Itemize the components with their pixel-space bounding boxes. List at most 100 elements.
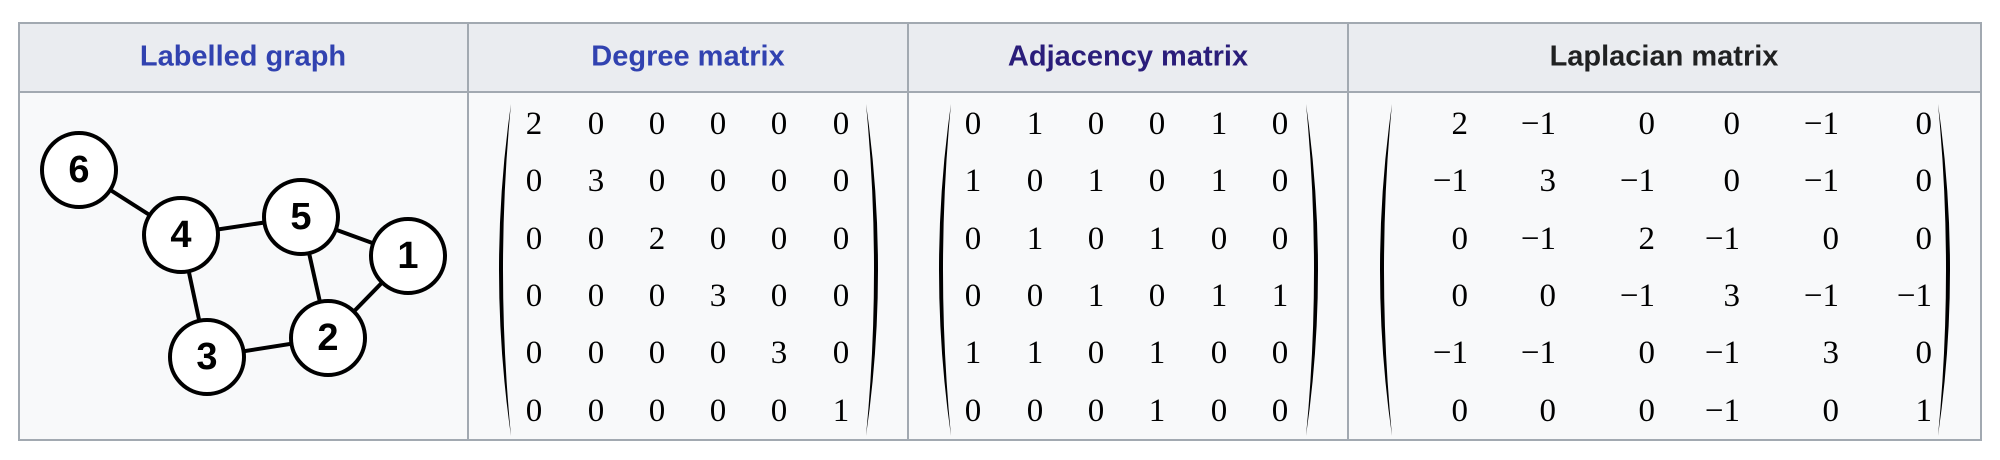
bracket: [1306, 104, 1318, 436]
graph-node: [289, 299, 367, 377]
matrix-entry: 3: [771, 335, 788, 371]
matrix-entry: 0: [649, 163, 666, 199]
matrix-entry: −1: [1804, 278, 1839, 314]
matrix-entry: 1: [1027, 221, 1044, 257]
matrix-entry: 0: [1639, 393, 1656, 429]
matrix-entry: 0: [1639, 106, 1656, 142]
matrix-entry: 0: [1088, 335, 1105, 371]
matrix-entry: 0: [833, 163, 850, 199]
matrix-entry: 0: [1724, 163, 1741, 199]
matrix-entry: 0: [526, 278, 543, 314]
matrix-entry: 0: [833, 221, 850, 257]
node-label: 1: [397, 235, 418, 277]
matrix-entry: 0: [1823, 393, 1840, 429]
matrix-entry: 0: [1272, 335, 1289, 371]
matrix-entry: 0: [771, 393, 788, 429]
matrix-entry: 1: [1211, 163, 1228, 199]
matrix-entry: 0: [833, 278, 850, 314]
matrix-entry: −1: [1620, 163, 1655, 199]
header-row: [19, 23, 1981, 92]
matrix-entry: 0: [1823, 221, 1840, 257]
node-label: 2: [317, 317, 338, 359]
bracket: [939, 104, 951, 436]
matrix-entry: 0: [588, 106, 605, 142]
matrix-entry: 0: [1540, 393, 1557, 429]
matrix-entry: 0: [526, 163, 543, 199]
matrix-entry: −1: [1804, 163, 1839, 199]
node-label: 4: [170, 214, 191, 256]
matrix-entry: 0: [1639, 335, 1656, 371]
matrix-entry: 0: [1916, 221, 1933, 257]
header-link[interactable]: Labelled graph: [140, 41, 346, 73]
node-label: 5: [290, 196, 311, 238]
matrix-entry: 0: [771, 221, 788, 257]
bracket: [866, 104, 878, 436]
matrix-entry: 0: [1088, 106, 1105, 142]
matrix-entry: 1: [1272, 278, 1289, 314]
matrix-entry: 3: [588, 163, 605, 199]
matrix-entry: 1: [965, 163, 982, 199]
matrix-entry: 1: [1149, 393, 1166, 429]
header-link[interactable]: Adjacency matrix: [1008, 41, 1248, 73]
matrix-entry: 0: [649, 278, 666, 314]
matrix-entry: −1: [1433, 163, 1468, 199]
matrix-entry: 1: [1211, 106, 1228, 142]
body-row: [19, 92, 1981, 440]
matrix-entry: 0: [965, 106, 982, 142]
matrix-entry: 0: [588, 335, 605, 371]
matrix-entry: 0: [1724, 106, 1741, 142]
graph-node: [142, 196, 220, 274]
matrix-entry: 1: [1211, 278, 1228, 314]
bracket: [1380, 104, 1392, 436]
matrix-entry: 2: [649, 221, 666, 257]
matrix-entry: 1: [1149, 335, 1166, 371]
matrix-entry: 0: [1272, 221, 1289, 257]
matrix-entry: 1: [833, 393, 850, 429]
matrix-entry: 1: [1088, 278, 1105, 314]
matrix-entry: 0: [833, 106, 850, 142]
header-link[interactable]: Degree matrix: [591, 41, 784, 73]
matrix-entry: 0: [965, 221, 982, 257]
matrix-entry: 1: [1027, 335, 1044, 371]
matrix-entry: 0: [1452, 221, 1469, 257]
matrix-entry: 0: [1149, 106, 1166, 142]
matrix-entry: 0: [526, 393, 543, 429]
matrix-entry: 3: [1823, 335, 1840, 371]
matrix-entry: −1: [1705, 335, 1740, 371]
matrix-entry: −1: [1897, 278, 1932, 314]
matrix-entry: 0: [588, 278, 605, 314]
matrix-entry: −1: [1521, 221, 1556, 257]
matrix-entry: 0: [1149, 163, 1166, 199]
matrix-entry: 1: [1149, 221, 1166, 257]
matrix-entry: 0: [710, 335, 727, 371]
matrix-entry: 1: [1088, 163, 1105, 199]
matrix-entry: −1: [1705, 393, 1740, 429]
matrix-entry: 0: [1272, 393, 1289, 429]
matrix-entry: 0: [1452, 393, 1469, 429]
matrix-entry: 2: [1452, 106, 1469, 142]
matrix-entry: 0: [710, 106, 727, 142]
matrix-entry: 3: [1540, 163, 1557, 199]
matrix-entry: 0: [649, 335, 666, 371]
matrix-entry: 0: [1211, 221, 1228, 257]
matrix-entry: 2: [1639, 221, 1656, 257]
matrix-entry: 3: [1724, 278, 1741, 314]
matrix-entry: 0: [1540, 278, 1557, 314]
matrix-entry: −1: [1705, 221, 1740, 257]
matrix-entry: 0: [1149, 278, 1166, 314]
matrix-entry: 0: [833, 335, 850, 371]
matrix-entry: 1: [1027, 106, 1044, 142]
matrix-entry: 0: [588, 221, 605, 257]
matrix-entry: 0: [649, 393, 666, 429]
node-label: 6: [68, 149, 89, 191]
matrix-entry: 1: [965, 335, 982, 371]
matrix-entry: 1: [1916, 393, 1933, 429]
bracket: [499, 104, 511, 436]
matrix-entry: 0: [1088, 393, 1105, 429]
graph-node: [262, 178, 340, 256]
matrix-entry: 0: [965, 278, 982, 314]
matrix-entry: 0: [771, 278, 788, 314]
matrix-entry: 0: [526, 221, 543, 257]
graph-node: [369, 217, 447, 295]
